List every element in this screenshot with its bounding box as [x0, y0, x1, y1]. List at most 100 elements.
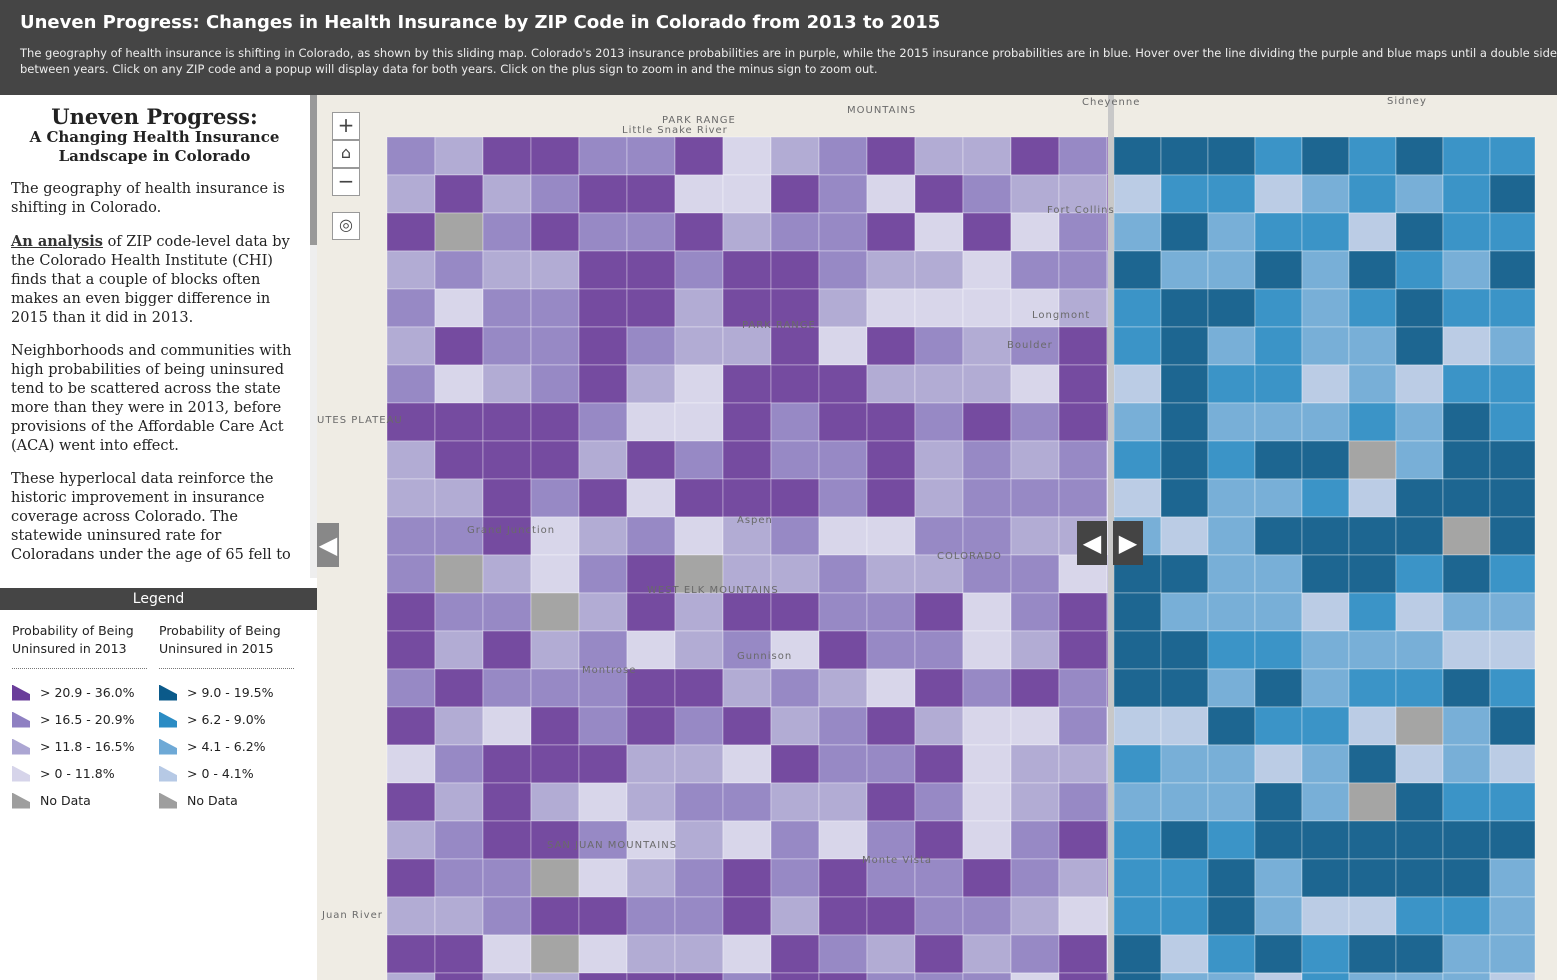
swipe-left[interactable]: ◀ — [1077, 521, 1107, 565]
zip-area — [1113, 326, 1162, 366]
zip-area — [530, 706, 580, 746]
zip-area — [1254, 478, 1303, 518]
zip-area — [1301, 592, 1350, 632]
zip-area — [722, 668, 772, 708]
pan-left[interactable]: ◀ — [317, 523, 339, 567]
zip-area — [1301, 174, 1350, 214]
zip-area — [1395, 858, 1444, 898]
scrollbar[interactable] — [310, 95, 317, 578]
zip-area — [1395, 744, 1444, 784]
zip-area — [1113, 250, 1162, 290]
map[interactable]: + ⌂ − ◎ ◀ ◀ ▶ Cheyenne Sidney PARK RANGE Li… — [317, 95, 1557, 980]
map-label: Aspen — [737, 515, 773, 526]
zip-area — [866, 364, 916, 404]
zip-area — [1113, 896, 1162, 936]
zip-area — [770, 212, 820, 252]
zip-area — [530, 478, 580, 518]
zip-area — [482, 250, 532, 290]
zip-area — [482, 174, 532, 214]
zip-area — [626, 136, 676, 176]
zip-area — [1113, 440, 1162, 480]
zip-area — [1489, 516, 1536, 556]
zip-area — [1442, 744, 1491, 784]
zip-area — [434, 212, 484, 252]
zip-area — [674, 288, 724, 328]
zip-area — [1348, 288, 1397, 328]
zip-area — [626, 706, 676, 746]
zip-area — [1489, 934, 1536, 974]
zip-area — [866, 668, 916, 708]
zip-area — [674, 440, 724, 480]
zip-area — [722, 630, 772, 670]
zip-area — [1442, 972, 1491, 980]
zip-area — [626, 630, 676, 670]
home[interactable]: ⌂ — [332, 140, 360, 168]
zip-area — [1113, 972, 1162, 980]
header: Uneven Progress: Changes in Health Insur… — [0, 0, 1557, 95]
zip-area — [482, 478, 532, 518]
zip-area — [1010, 402, 1060, 442]
zip-area — [1207, 858, 1256, 898]
zip-area — [626, 516, 676, 556]
zip-area — [1207, 516, 1256, 556]
zip-area — [914, 364, 964, 404]
zip-area — [1301, 706, 1350, 746]
zip-area — [1010, 934, 1060, 974]
zip-area — [386, 592, 436, 632]
zip-area — [1395, 630, 1444, 670]
scroll-thumb[interactable] — [310, 95, 317, 245]
zip-area — [962, 364, 1012, 404]
locate[interactable]: ◎ — [332, 212, 360, 240]
legend-item: > 9.0 - 19.5% — [159, 679, 294, 706]
zip-area — [770, 440, 820, 480]
legend-item: > 20.9 - 36.0% — [12, 679, 147, 706]
zip-area — [1113, 782, 1162, 822]
swipe-right[interactable]: ▶ — [1113, 521, 1143, 565]
zip-area — [722, 250, 772, 290]
zip-area — [818, 326, 868, 366]
zip-area — [386, 896, 436, 936]
zip-area — [482, 744, 532, 784]
zoom-in[interactable]: + — [332, 112, 360, 140]
zoom-out[interactable]: − — [332, 168, 360, 196]
zip-area — [386, 364, 436, 404]
zip-area — [434, 934, 484, 974]
header-title: Uneven Progress: Changes in Health Insur… — [20, 12, 941, 33]
zip-area — [1489, 896, 1536, 936]
paragraph: The geography of health insurance is shi… — [11, 181, 285, 216]
zip-area — [530, 896, 580, 936]
zip-area — [914, 288, 964, 328]
zip-area — [914, 972, 964, 980]
legend-title: Legend — [0, 588, 317, 610]
zip-area — [578, 288, 628, 328]
zip-area — [1348, 250, 1397, 290]
zip-area — [1395, 820, 1444, 860]
zip-area — [1207, 668, 1256, 708]
zip-area — [1160, 364, 1209, 404]
zip-area — [1207, 896, 1256, 936]
zip-area — [626, 478, 676, 518]
zip-area — [1160, 440, 1209, 480]
zip-area — [1442, 478, 1491, 518]
zip-area — [1254, 782, 1303, 822]
zip-area — [1207, 706, 1256, 746]
zip-area — [1348, 212, 1397, 252]
link[interactable]: An analysis — [11, 233, 103, 250]
zip-area — [1348, 744, 1397, 784]
zip-area — [1301, 212, 1350, 252]
map-label: Monte Vista — [862, 855, 932, 866]
legend-swatch — [12, 711, 30, 728]
zip-area — [1442, 554, 1491, 594]
zip-area — [626, 288, 676, 328]
zip-area — [578, 364, 628, 404]
zip-area — [386, 820, 436, 860]
zip-area — [530, 630, 580, 670]
zip-area — [1113, 934, 1162, 974]
zip-area — [1058, 592, 1108, 632]
map-label: Fort Collins — [1047, 205, 1115, 216]
zip-area — [1301, 744, 1350, 784]
zip-area — [962, 326, 1012, 366]
zip-area — [578, 478, 628, 518]
zip-area — [1395, 478, 1444, 518]
zip-area — [1254, 516, 1303, 556]
